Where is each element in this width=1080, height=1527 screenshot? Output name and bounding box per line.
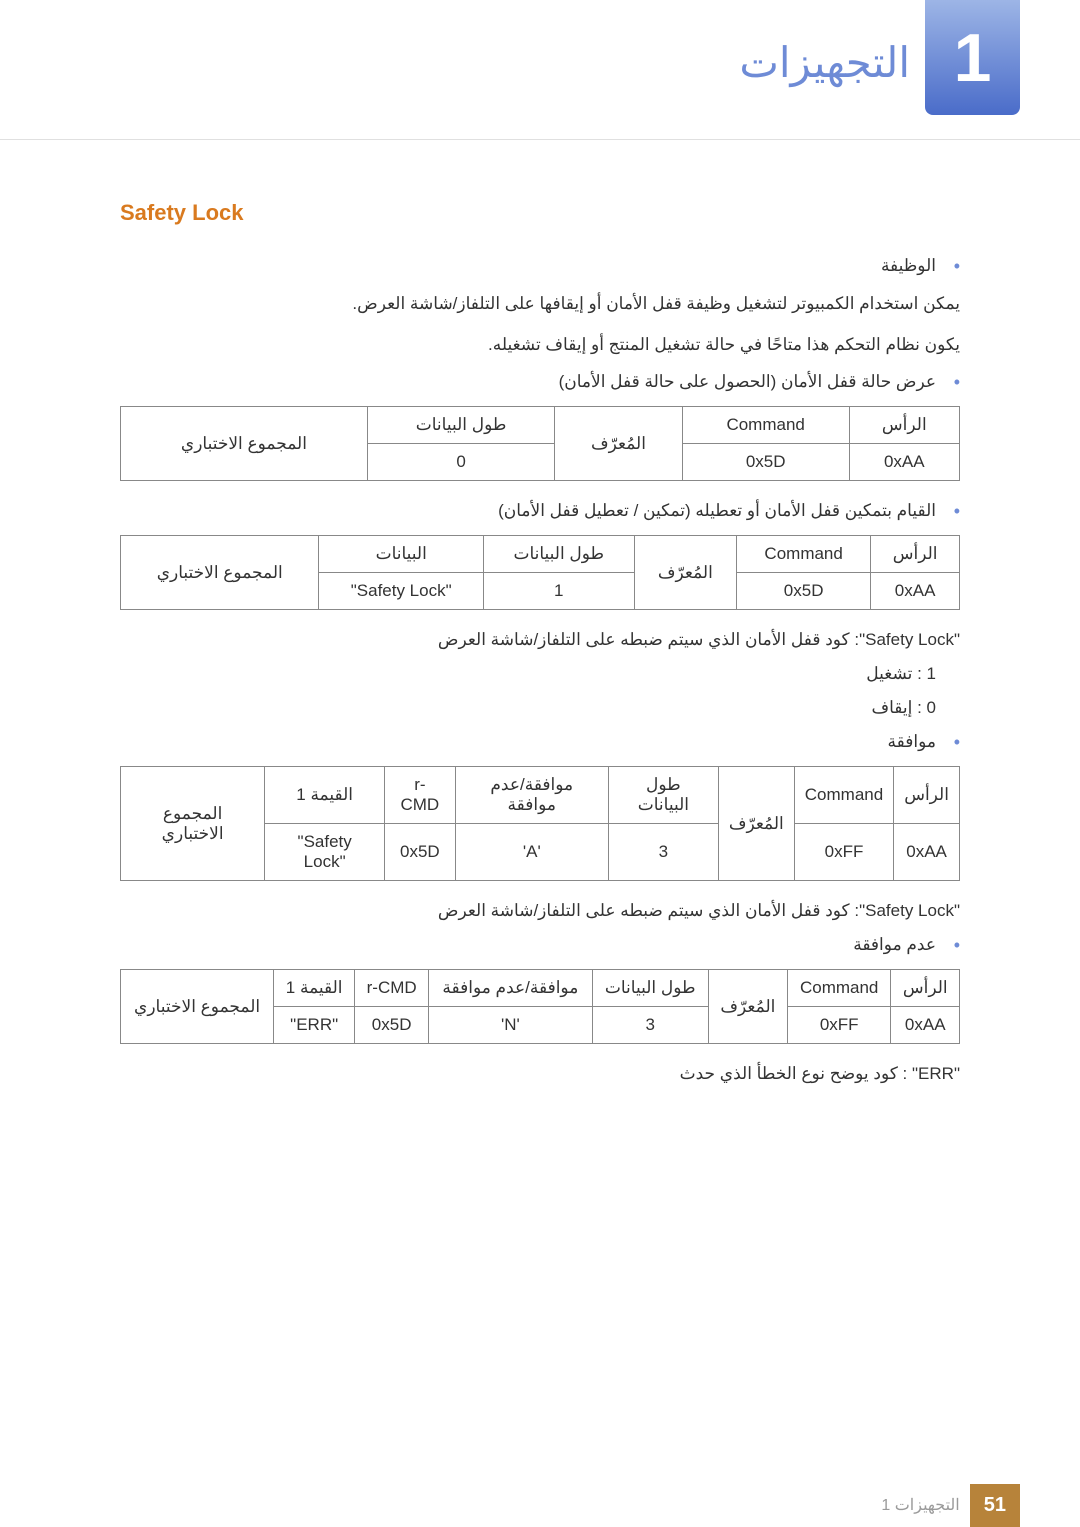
cell-command-h: Command: [737, 536, 871, 573]
note-off: 0 : إيقاف: [120, 698, 960, 718]
bullet-function: الوظيفة: [120, 256, 960, 276]
cell-id: المُعرّف: [718, 767, 794, 881]
cell-data: "Safety Lock": [319, 573, 483, 610]
note-lock-code-2: "Safety Lock": كود قفل الأمان الذي سيتم …: [120, 901, 960, 921]
cell-rcmd: 0x5D: [385, 824, 456, 881]
cell-checksum: المجموع الاختباري: [121, 970, 274, 1044]
cell-command: 0x5D: [737, 573, 871, 610]
cell-header-h: الرأس: [871, 536, 960, 573]
cell-header-h: الرأس: [849, 407, 959, 444]
cell-datalen: 3: [608, 824, 718, 881]
cell-datalen-h: طول البيانات: [483, 536, 634, 573]
note-lock-code: "Safety Lock": كود قفل الأمان الذي سيتم …: [120, 630, 960, 650]
cell-datalen-h: طول البيانات: [592, 970, 708, 1007]
cell-checksum: المجموع الاختباري: [121, 767, 265, 881]
cell-header: 0xAA: [894, 824, 960, 881]
cell-command-h: Command: [787, 970, 891, 1007]
table-nak: المجموع الاختباري القيمة 1 r-CMD موافقة/…: [120, 969, 960, 1044]
cell-rcmd-h: r-CMD: [355, 970, 429, 1007]
cell-header: 0xAA: [871, 573, 960, 610]
page-number: 51: [970, 1484, 1020, 1527]
cell-header-h: الرأس: [894, 767, 960, 824]
cell-val1: "Safety Lock": [265, 824, 385, 881]
cell-rcmd-h: r-CMD: [385, 767, 456, 824]
cell-id: المُعرّف: [634, 536, 736, 610]
function-desc-1: يمكن استخدام الكمبيوتر لتشغيل وظيفة قفل …: [120, 290, 960, 317]
cell-rcmd: 0x5D: [355, 1007, 429, 1044]
cell-acknak: 'N': [429, 1007, 592, 1044]
table-row: المجموع الاختباري القيمة 1 r-CMD موافقة/…: [121, 970, 960, 1007]
page-footer: 1 التجهيزات 51: [0, 1483, 1080, 1527]
bullet-nak: عدم موافقة: [120, 935, 960, 955]
table-set-lock: المجموع الاختباري البيانات طول البيانات …: [120, 535, 960, 610]
cell-val1-h: القيمة 1: [265, 767, 385, 824]
cell-header-h: الرأس: [891, 970, 960, 1007]
footer-text: 1 التجهيزات: [881, 1495, 959, 1515]
cell-val1: "ERR": [274, 1007, 355, 1044]
cell-datalen-h: طول البيانات: [608, 767, 718, 824]
note-err: "ERR" : كود يوضح نوع الخطأ الذي حدث: [120, 1064, 960, 1084]
function-desc-2: يكون نظام التحكم هذا متاحًا في حالة تشغي…: [120, 331, 960, 358]
cell-datalen: 0: [367, 444, 554, 481]
cell-checksum: المجموع الاختباري: [121, 407, 368, 481]
chapter-number-badge: 1: [925, 0, 1020, 115]
table-row: المجموع الاختباري القيمة 1 r-CMD موافقة/…: [121, 767, 960, 824]
cell-header: 0xAA: [849, 444, 959, 481]
chapter-title: التجهيزات: [739, 38, 910, 87]
cell-val1-h: القيمة 1: [274, 970, 355, 1007]
bullet-view-status: عرض حالة قفل الأمان (الحصول على حالة قفل…: [120, 372, 960, 392]
cell-command-h: Command: [794, 767, 893, 824]
table-row: المجموع الاختباري طول البيانات المُعرّف …: [121, 407, 960, 444]
bullet-set-lock: القيام بتمكين قفل الأمان أو تعطيله (تمكي…: [120, 501, 960, 521]
cell-acknak-h: موافقة/عدم موافقة: [429, 970, 592, 1007]
cell-datalen-h: طول البيانات: [367, 407, 554, 444]
cell-datalen: 3: [592, 1007, 708, 1044]
page-header: التجهيزات 1: [0, 0, 1080, 140]
cell-command-h: Command: [682, 407, 849, 444]
page-content: Safety Lock الوظيفة يمكن استخدام الكمبيو…: [0, 140, 1080, 1084]
section-title: Safety Lock: [120, 200, 960, 226]
cell-data-h: البيانات: [319, 536, 483, 573]
cell-command: 0xFF: [787, 1007, 891, 1044]
bullet-ack: موافقة: [120, 732, 960, 752]
table-get-status: المجموع الاختباري طول البيانات المُعرّف …: [120, 406, 960, 481]
cell-header: 0xAA: [891, 1007, 960, 1044]
cell-command: 0xFF: [794, 824, 893, 881]
cell-checksum: المجموع الاختباري: [121, 536, 319, 610]
table-ack: المجموع الاختباري القيمة 1 r-CMD موافقة/…: [120, 766, 960, 881]
note-on: 1 : تشغيل: [120, 664, 960, 684]
table-row: المجموع الاختباري البيانات طول البيانات …: [121, 536, 960, 573]
cell-acknak: 'A': [455, 824, 608, 881]
cell-id: المُعرّف: [708, 970, 787, 1044]
cell-acknak-h: موافقة/عدم موافقة: [455, 767, 608, 824]
cell-id: المُعرّف: [555, 407, 682, 481]
cell-command: 0x5D: [682, 444, 849, 481]
cell-datalen: 1: [483, 573, 634, 610]
